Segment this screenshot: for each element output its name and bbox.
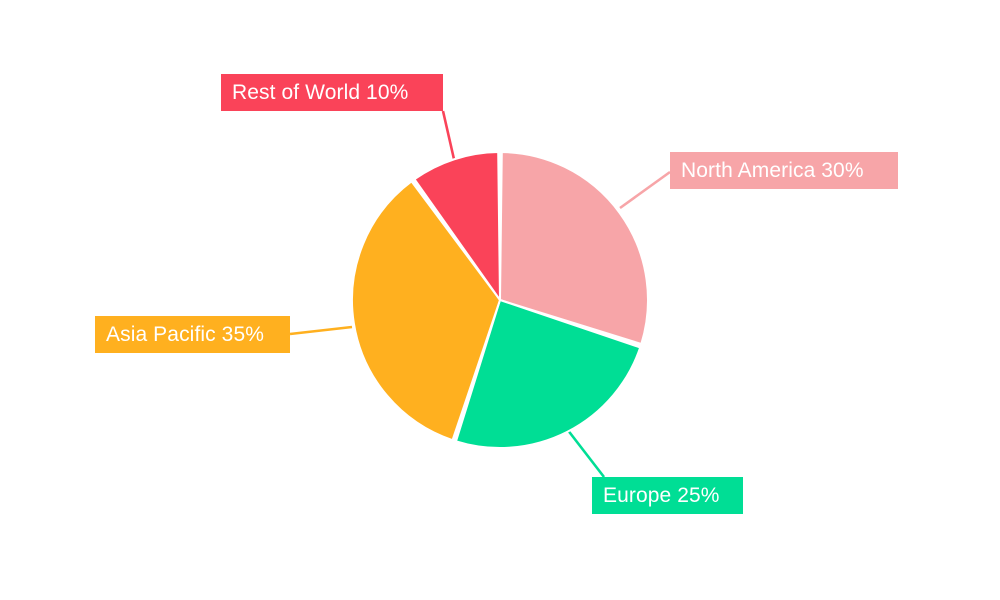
pie-leader-line [289, 325, 353, 336]
pie-slice-label-text: Rest of World 10% [232, 81, 409, 104]
pie-slice-label-text: Asia Pacific 35% [106, 323, 265, 346]
pie-slices-group [351, 151, 649, 449]
pie-leader-line [619, 170, 671, 210]
pie-leader-line [565, 428, 606, 478]
pie-slice[interactable] [413, 151, 501, 301]
pie-slice-label: Europe 25% [592, 477, 743, 514]
pie-slice[interactable] [499, 151, 649, 346]
pie-slice[interactable] [351, 180, 501, 442]
pie-slice-label-text: North America 30% [681, 159, 864, 182]
pie-slice[interactable] [454, 299, 642, 449]
pie-slice-label: North America 30% [670, 152, 898, 189]
pie-slice-label: Asia Pacific 35% [95, 316, 290, 353]
pie-slice-label: Rest of World 10% [221, 74, 443, 111]
pie-slice-label-text: Europe 25% [603, 484, 720, 507]
